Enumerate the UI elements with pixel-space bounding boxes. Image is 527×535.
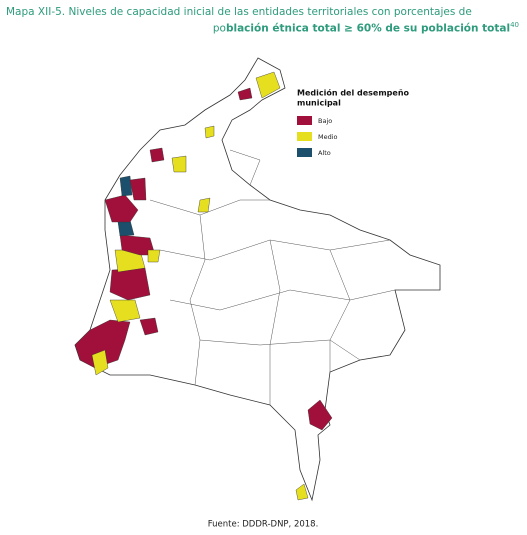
title-line: Mapa XII-5. Niveles de capacidad inicial…: [6, 6, 472, 18]
internal-borders: [149, 149, 396, 405]
source: Fuente: DDDR-DNP, 2018.: [208, 520, 319, 530]
title-bold: blación étnica total ≥ 60% de su poblaci…: [225, 22, 511, 35]
title-text: Mapa XII-5. Niveles de capacidad inicial…: [6, 6, 472, 18]
legend-label: Alto: [318, 149, 331, 157]
legend-label: Medio: [318, 133, 338, 141]
title-line: población étnica total ≥ 60% de su pobla…: [213, 21, 519, 35]
legend-label: Bajo: [318, 117, 332, 125]
legend-title: Medición del desempeño: [297, 88, 410, 98]
legend: Bajo Medio Alto: [297, 116, 338, 157]
region-fills: [74, 71, 333, 501]
title-text: po: [212, 22, 226, 35]
legend-swatch: [297, 116, 312, 125]
legend-swatch: [297, 148, 312, 157]
legend-swatch: [297, 132, 312, 141]
footnote-ref: 40: [510, 21, 519, 29]
legend-title: municipal: [297, 99, 341, 108]
